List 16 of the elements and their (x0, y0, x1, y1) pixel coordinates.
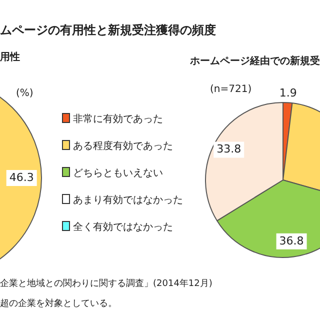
data-label: 46.3 (9, 170, 34, 184)
chart-title: ムページの有用性と新規受注獲得の頻度 (0, 22, 216, 39)
legend-label: ある程度有効であった (73, 141, 173, 152)
text: 超の企業を対象としている。 (0, 298, 117, 310)
data-label: 33.8 (216, 142, 242, 156)
chart-subtitle: ホームページ経由での新規受 (190, 54, 320, 68)
legend-label: 非常に有効であった (73, 114, 163, 125)
legend-label: どちらともいえない (73, 168, 163, 179)
data-label: 1.9 (279, 86, 297, 100)
text: (n=721) (210, 84, 252, 95)
text: 企業と地域との関わりに関する調査」(2014年12月) (0, 278, 212, 290)
data-label: 36.8 (279, 234, 304, 248)
legend-label: あまり有効ではなかった (73, 195, 183, 206)
legend-label: 全く有効ではなかった (73, 222, 173, 233)
chart-subtitle: 用性 (0, 50, 20, 64)
text: (%) (16, 88, 34, 99)
